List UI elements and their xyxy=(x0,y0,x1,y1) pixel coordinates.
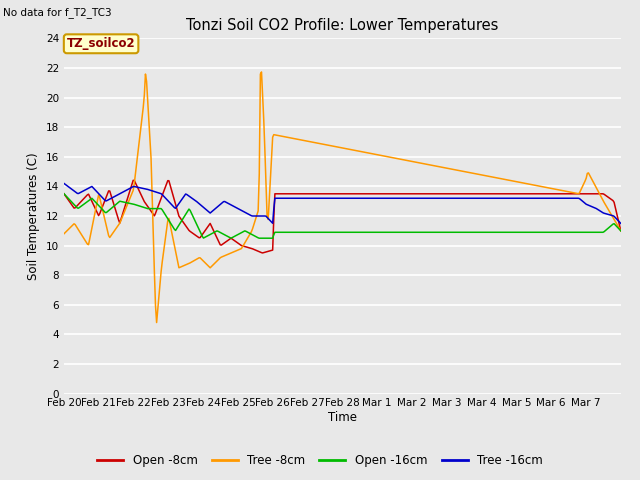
Text: No data for f_T2_TC3: No data for f_T2_TC3 xyxy=(3,7,112,18)
Text: TZ_soilco2: TZ_soilco2 xyxy=(67,37,136,50)
Legend: Open -8cm, Tree -8cm, Open -16cm, Tree -16cm: Open -8cm, Tree -8cm, Open -16cm, Tree -… xyxy=(93,449,547,472)
X-axis label: Time: Time xyxy=(328,411,357,424)
Y-axis label: Soil Temperatures (C): Soil Temperatures (C) xyxy=(28,152,40,280)
Title: Tonzi Soil CO2 Profile: Lower Temperatures: Tonzi Soil CO2 Profile: Lower Temperatur… xyxy=(186,18,499,33)
